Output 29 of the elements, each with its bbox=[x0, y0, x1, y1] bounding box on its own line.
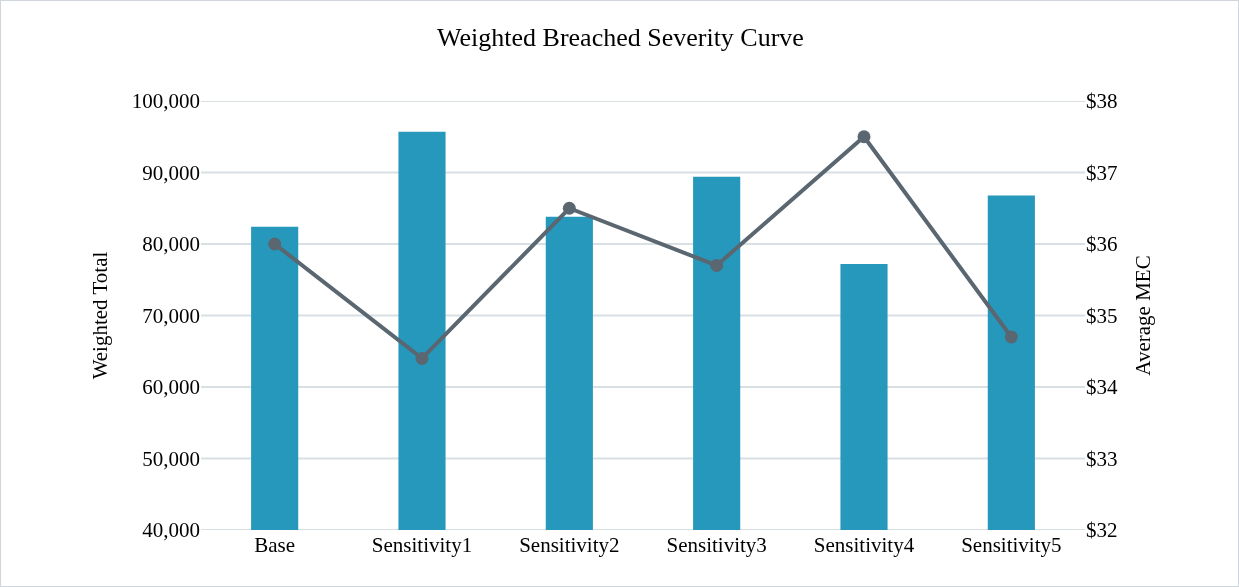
y-tick-label: 60,000 bbox=[142, 375, 200, 400]
y-tick-label: 50,000 bbox=[142, 446, 200, 471]
y2-tick-label: $34 bbox=[1086, 375, 1118, 400]
y-tick-label: 70,000 bbox=[142, 303, 200, 328]
y2-tick-label: $32 bbox=[1086, 518, 1118, 543]
y-tick-label: 40,000 bbox=[142, 518, 200, 543]
point bbox=[268, 237, 282, 251]
x-tick-label: Sensitivity4 bbox=[813, 533, 915, 557]
chart-title: Weighted Breached Severity Curve bbox=[437, 22, 804, 52]
y-axis-title: Weighted Total bbox=[87, 251, 112, 380]
x-tick-label: Sensitivity1 bbox=[371, 533, 473, 557]
y-tick-label: 80,000 bbox=[142, 232, 200, 257]
x-tick-label: Sensitivity3 bbox=[666, 533, 767, 557]
x-tick-label: Sensitivity2 bbox=[519, 533, 620, 557]
point bbox=[415, 351, 429, 365]
point bbox=[857, 130, 871, 144]
y2-tick-label: $35 bbox=[1086, 303, 1118, 328]
y2-axis-title: Average MEC bbox=[1131, 255, 1156, 376]
y-tick-label: 100,000 bbox=[131, 89, 200, 114]
y2-tick-label: $33 bbox=[1086, 446, 1118, 471]
y2-tick-label: $37 bbox=[1086, 160, 1118, 185]
x-tick-label: Base bbox=[254, 533, 296, 557]
x-tick-label: Sensitivity5 bbox=[961, 533, 1062, 557]
point bbox=[1004, 330, 1018, 344]
y-tick-label: 90,000 bbox=[142, 160, 200, 185]
point bbox=[710, 258, 724, 272]
y2-tick-label: $36 bbox=[1086, 232, 1118, 257]
point bbox=[562, 201, 576, 215]
y2-tick-label: $38 bbox=[1086, 89, 1118, 114]
